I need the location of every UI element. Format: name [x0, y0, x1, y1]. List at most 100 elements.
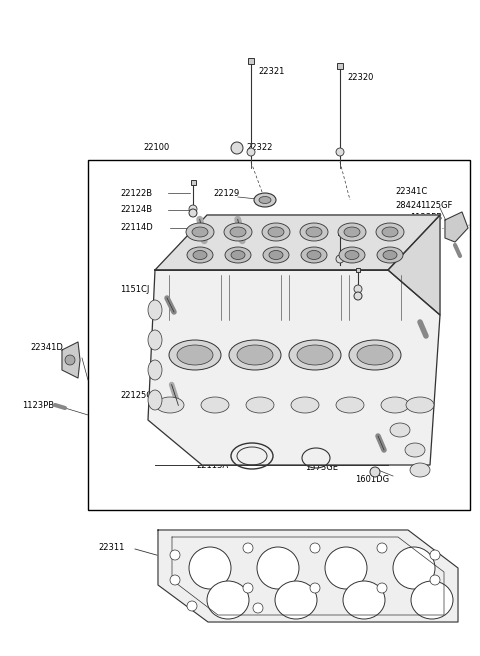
Ellipse shape [187, 247, 213, 263]
Ellipse shape [410, 463, 430, 477]
Ellipse shape [381, 397, 409, 413]
Text: 22114D: 22114D [248, 224, 281, 232]
Ellipse shape [148, 330, 162, 350]
Ellipse shape [297, 345, 333, 365]
Ellipse shape [177, 345, 213, 365]
Circle shape [170, 550, 180, 560]
Circle shape [377, 583, 387, 593]
Ellipse shape [306, 227, 322, 237]
Ellipse shape [338, 223, 366, 241]
Ellipse shape [148, 300, 162, 320]
Ellipse shape [307, 251, 321, 260]
Ellipse shape [186, 223, 214, 241]
Ellipse shape [257, 547, 299, 589]
Text: 22122C: 22122C [365, 270, 397, 279]
Ellipse shape [343, 581, 385, 619]
Bar [337, 63, 343, 69]
Polygon shape [445, 212, 468, 242]
Text: 1571TC: 1571TC [402, 314, 433, 323]
Ellipse shape [237, 345, 273, 365]
Text: 22100: 22100 [144, 144, 170, 152]
Ellipse shape [189, 547, 231, 589]
Ellipse shape [254, 193, 276, 207]
Circle shape [336, 148, 344, 156]
Text: 22341D: 22341D [30, 344, 63, 352]
Polygon shape [158, 530, 458, 622]
Text: 1152AB: 1152AB [368, 428, 401, 436]
Bar [337, 230, 343, 235]
Ellipse shape [377, 247, 403, 263]
Ellipse shape [291, 397, 319, 413]
Text: 22125A: 22125A [295, 237, 327, 247]
Ellipse shape [357, 345, 393, 365]
Circle shape [377, 543, 387, 553]
Circle shape [187, 601, 197, 611]
Circle shape [189, 209, 197, 217]
Circle shape [370, 467, 380, 477]
Text: 22322: 22322 [246, 144, 272, 152]
Text: 22311: 22311 [98, 544, 124, 552]
Polygon shape [62, 342, 80, 378]
Ellipse shape [383, 251, 397, 260]
Circle shape [253, 603, 263, 613]
Ellipse shape [201, 397, 229, 413]
Ellipse shape [411, 581, 453, 619]
Ellipse shape [345, 251, 359, 260]
Ellipse shape [207, 581, 249, 619]
Text: 28424: 28424 [395, 201, 421, 209]
Ellipse shape [263, 247, 289, 263]
Circle shape [354, 285, 362, 293]
Ellipse shape [259, 197, 271, 203]
Ellipse shape [336, 397, 364, 413]
Ellipse shape [193, 251, 207, 260]
Ellipse shape [344, 227, 360, 237]
Ellipse shape [262, 223, 290, 241]
Bar [191, 180, 195, 185]
Ellipse shape [406, 397, 434, 413]
Ellipse shape [405, 443, 425, 457]
Polygon shape [148, 270, 440, 465]
Circle shape [430, 575, 440, 585]
Circle shape [243, 543, 253, 553]
Ellipse shape [246, 397, 274, 413]
Circle shape [189, 205, 197, 213]
Ellipse shape [148, 360, 162, 380]
Text: 1601DG: 1601DG [355, 476, 389, 485]
Text: 22341C: 22341C [395, 188, 427, 197]
Text: 1151CJ: 1151CJ [120, 285, 149, 295]
Bar [356, 268, 360, 272]
Text: 22124B: 22124B [120, 205, 152, 215]
Ellipse shape [169, 340, 221, 370]
Ellipse shape [148, 390, 162, 410]
Text: 22122B: 22122B [120, 188, 152, 197]
Text: 22129: 22129 [213, 190, 239, 199]
Ellipse shape [376, 223, 404, 241]
Circle shape [354, 292, 362, 300]
Text: 22125C: 22125C [120, 390, 152, 400]
Ellipse shape [225, 247, 251, 263]
Ellipse shape [231, 251, 245, 260]
Ellipse shape [289, 340, 341, 370]
Text: 22113A: 22113A [196, 461, 228, 470]
Ellipse shape [393, 547, 435, 589]
Circle shape [430, 550, 440, 560]
Ellipse shape [301, 247, 327, 263]
Ellipse shape [339, 247, 365, 263]
Text: 1123PB: 1123PB [410, 213, 442, 222]
Ellipse shape [156, 397, 184, 413]
Circle shape [310, 583, 320, 593]
Polygon shape [388, 215, 440, 315]
Ellipse shape [229, 340, 281, 370]
Circle shape [247, 148, 255, 156]
Circle shape [231, 142, 243, 154]
Circle shape [65, 355, 75, 365]
Ellipse shape [349, 340, 401, 370]
Ellipse shape [390, 423, 410, 437]
Ellipse shape [325, 547, 367, 589]
Ellipse shape [275, 581, 317, 619]
Ellipse shape [268, 227, 284, 237]
Circle shape [310, 543, 320, 553]
Text: 22124C: 22124C [365, 289, 397, 298]
Bar [88, 160, 470, 510]
Circle shape [243, 583, 253, 593]
